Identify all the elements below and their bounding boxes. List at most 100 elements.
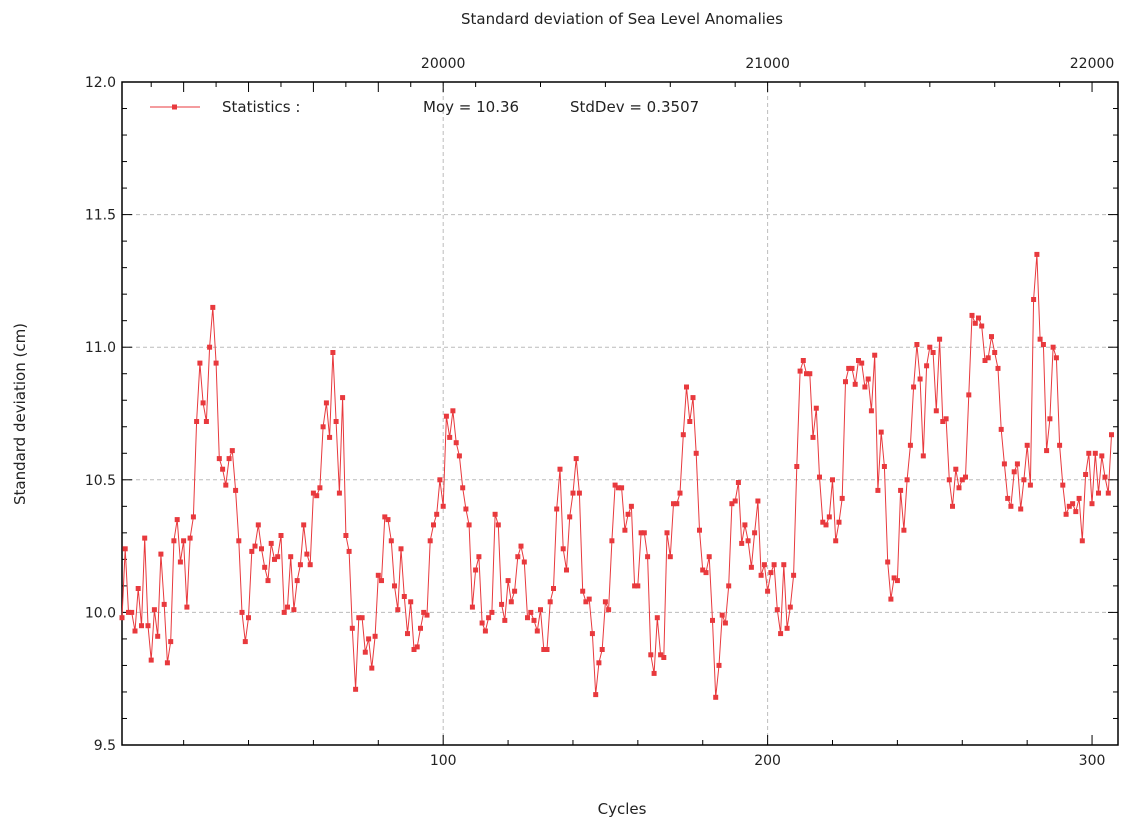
data-point — [252, 543, 258, 549]
data-point — [139, 623, 144, 629]
data-point — [713, 694, 719, 700]
data-point — [839, 495, 845, 501]
data-point — [213, 360, 219, 366]
data-point — [541, 647, 547, 652]
data-point — [554, 506, 560, 512]
data-point — [401, 594, 407, 599]
data-point — [216, 456, 222, 462]
data-point — [181, 538, 187, 544]
data-point — [1031, 297, 1037, 302]
data-point — [145, 623, 151, 629]
data-point — [434, 511, 440, 517]
data-point — [1086, 450, 1092, 456]
data-point — [320, 424, 326, 430]
data-point — [982, 358, 988, 363]
data-point — [671, 501, 676, 507]
data-point — [294, 578, 300, 584]
data-point — [200, 400, 206, 406]
data-point — [359, 615, 365, 621]
data-point — [697, 527, 702, 533]
data-point — [868, 408, 874, 414]
data-point — [596, 660, 602, 666]
data-point — [752, 530, 758, 536]
legend-label: Statistics : — [222, 98, 300, 116]
data-point — [924, 363, 930, 369]
data-point — [998, 426, 1004, 432]
data-point — [534, 628, 540, 634]
data-point — [437, 477, 443, 483]
series-statistics — [119, 251, 1114, 700]
data-point — [911, 384, 917, 390]
data-point — [343, 533, 349, 538]
data-point — [891, 575, 897, 581]
data-point — [301, 522, 307, 528]
data-point — [398, 546, 404, 552]
data-point — [281, 609, 287, 615]
data-point — [447, 434, 453, 440]
data-point — [888, 596, 894, 602]
data-point — [1079, 538, 1085, 544]
data-point — [710, 617, 715, 623]
data-point — [856, 358, 861, 363]
data-point — [966, 392, 972, 398]
data-point — [758, 572, 764, 578]
data-point — [418, 625, 423, 631]
data-point — [833, 538, 839, 544]
data-point — [901, 527, 907, 533]
data-point — [648, 652, 654, 658]
data-point — [615, 485, 621, 491]
data-point — [661, 655, 667, 660]
data-point — [1105, 490, 1111, 496]
data-point — [259, 546, 264, 552]
data-point — [314, 493, 320, 499]
data-point — [894, 578, 900, 584]
data-point — [904, 477, 910, 483]
data-point — [168, 639, 174, 645]
data-point — [492, 511, 498, 517]
data-point — [333, 419, 339, 424]
data-point — [122, 546, 128, 552]
data-point — [246, 615, 251, 621]
data-point — [729, 501, 735, 507]
data-point — [583, 599, 589, 605]
data-point — [1018, 506, 1024, 512]
data-point — [236, 538, 242, 544]
data-point — [1063, 511, 1069, 517]
x-tick-labels: 100 200 300 — [430, 753, 1106, 769]
data-point — [826, 514, 832, 520]
data-point — [330, 350, 336, 355]
data-point — [658, 652, 664, 658]
data-point — [538, 607, 543, 613]
data-point — [739, 540, 745, 546]
data-point — [830, 477, 835, 483]
data-point — [625, 511, 631, 517]
data-point — [628, 503, 634, 509]
data-point — [499, 601, 505, 607]
data-point — [323, 400, 329, 406]
data-point — [369, 665, 375, 671]
data-point — [473, 567, 479, 573]
legend-mean: Moy = 10.36 — [423, 98, 519, 116]
data-point — [1083, 472, 1089, 477]
data-point — [748, 564, 754, 570]
legend-marker-swatch — [172, 104, 177, 110]
data-point — [388, 538, 394, 544]
data-point — [307, 562, 313, 568]
data-point — [817, 474, 822, 480]
y-tick-label: 10.0 — [85, 605, 116, 621]
data-point — [1037, 336, 1043, 342]
data-point — [220, 466, 226, 472]
data-point — [1060, 482, 1066, 488]
data-point — [872, 352, 878, 358]
data-point — [531, 617, 537, 623]
data-point — [129, 609, 135, 615]
data-point — [1099, 453, 1105, 459]
data-point — [881, 464, 887, 469]
data-point — [443, 413, 449, 419]
data-point — [742, 522, 748, 528]
data-point — [1096, 490, 1101, 496]
data-point — [395, 607, 401, 613]
data-point — [1070, 501, 1076, 507]
data-point — [187, 535, 193, 541]
data-point — [385, 517, 391, 523]
